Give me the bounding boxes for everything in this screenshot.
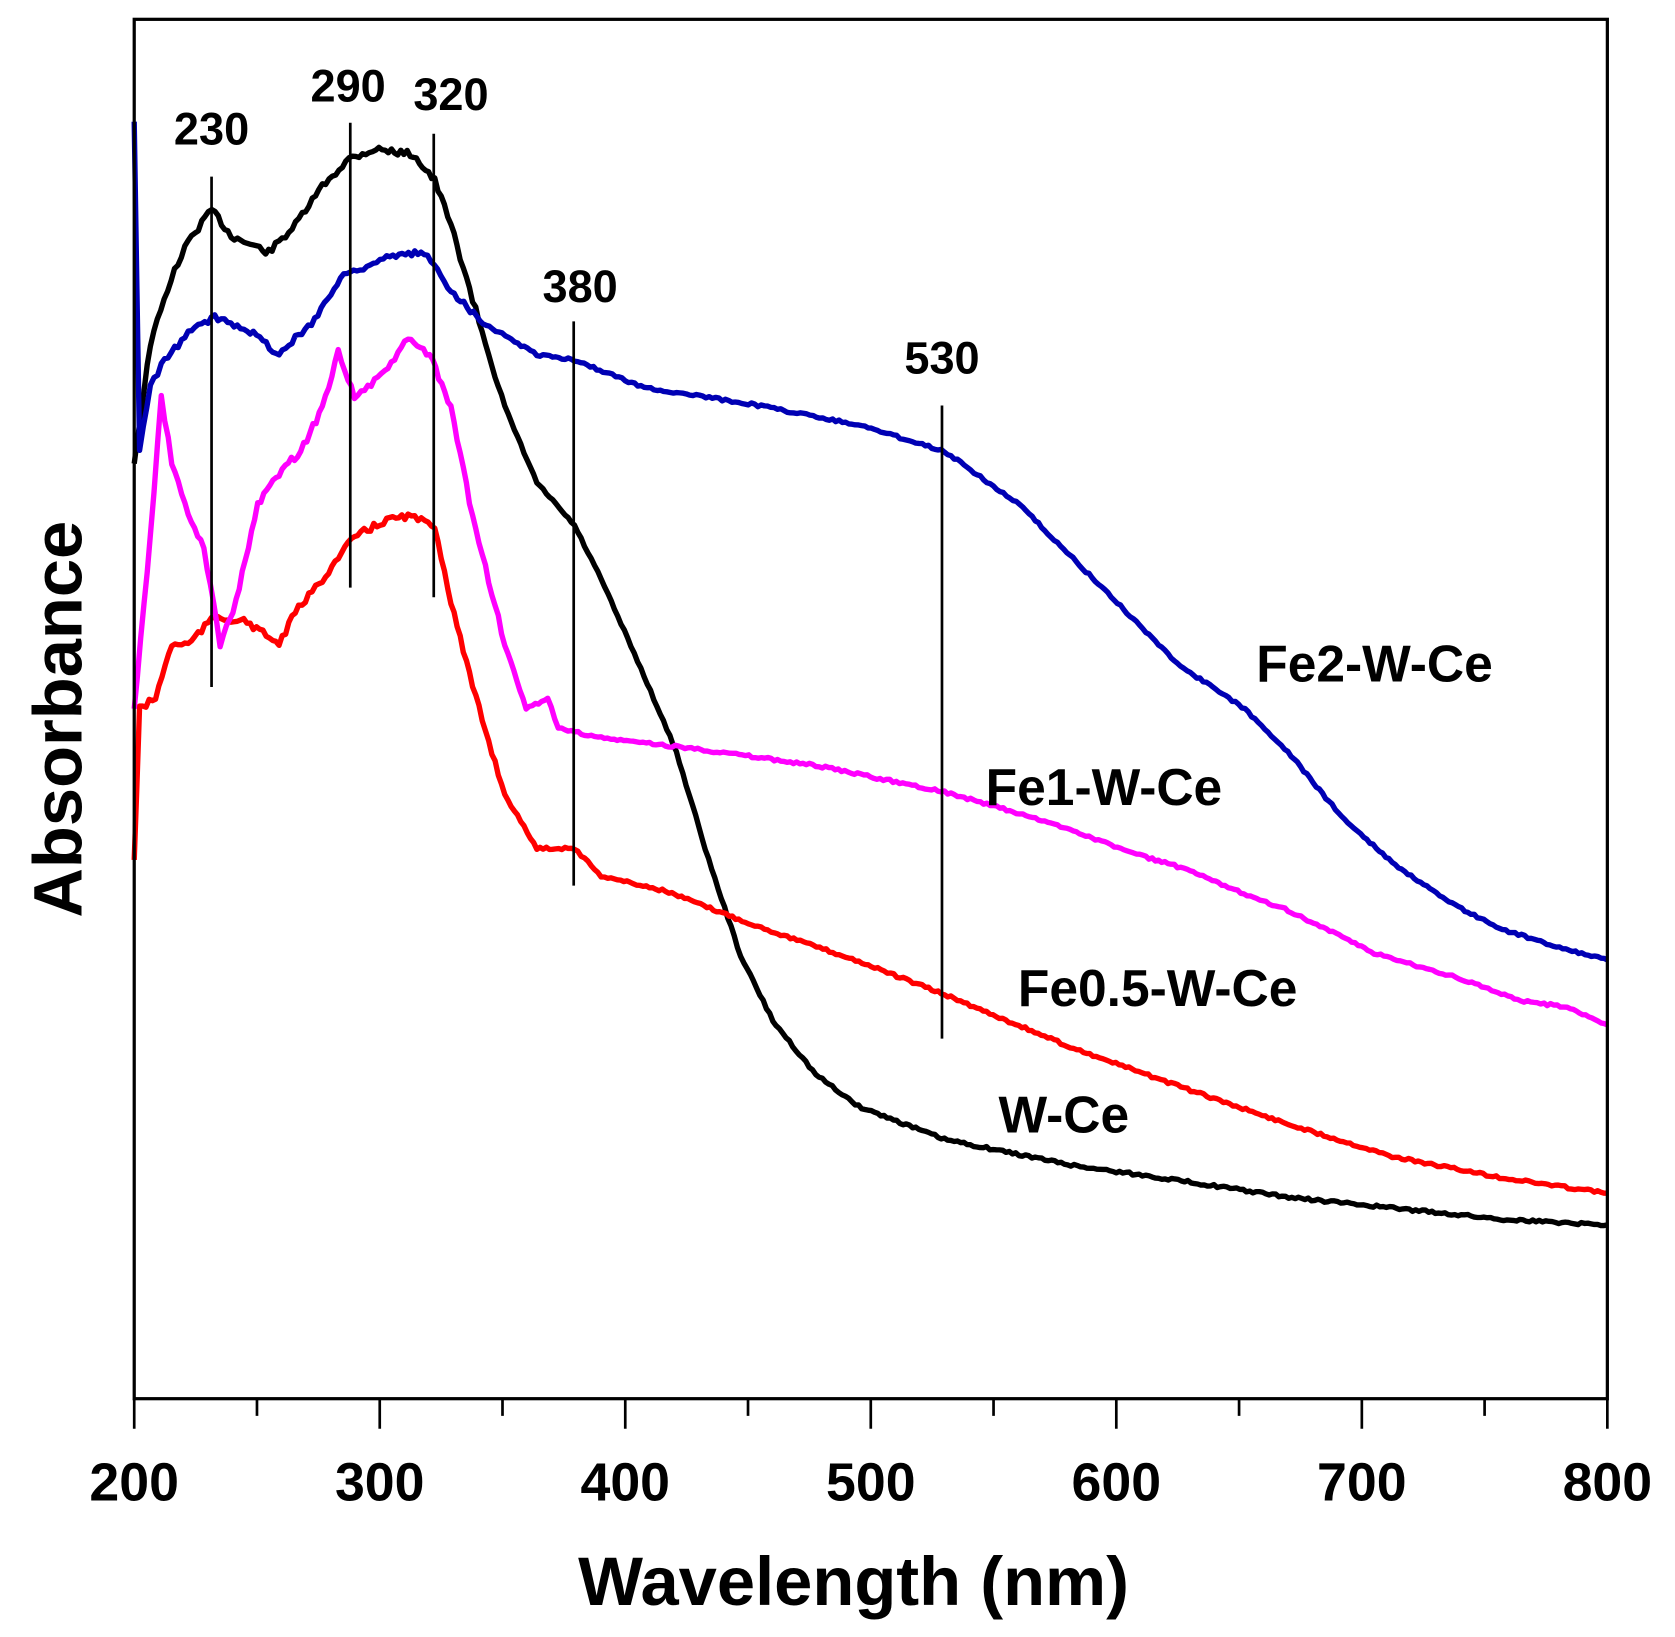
series-line-w-ce xyxy=(131,144,1608,1229)
series-line-fe2-w-ce xyxy=(131,121,1609,963)
x-axis-ticks: 200 300 400 500 600 700 800 xyxy=(89,1398,1653,1513)
series-label-fe05-w-ce: Fe0.5-W-Ce xyxy=(1018,959,1298,1017)
x-tick-label: 400 xyxy=(580,1453,670,1513)
x-tick-label: 500 xyxy=(826,1453,916,1513)
series-label-w-ce: W-Ce xyxy=(999,1085,1130,1143)
peak-label-380: 380 xyxy=(543,261,618,312)
peak-label-290: 290 xyxy=(311,60,386,111)
x-tick-label: 800 xyxy=(1563,1453,1653,1513)
series-labels: W-Ce Fe0.5-W-Ce Fe1-W-Ce Fe2-W-Ce xyxy=(986,635,1493,1144)
x-tick-label: 700 xyxy=(1317,1453,1407,1513)
series-line-fe05-w-ce xyxy=(131,511,1608,1196)
peak-label-530: 530 xyxy=(904,332,979,383)
series-curves xyxy=(131,121,1609,1229)
x-tick-label: 200 xyxy=(89,1453,179,1513)
peak-label-320: 320 xyxy=(413,69,488,120)
plot-frame xyxy=(132,17,1609,1401)
x-tick-label: 300 xyxy=(335,1453,425,1513)
x-axis-title: Wavelength (nm) xyxy=(578,1543,1129,1620)
series-line-fe1-w-ce xyxy=(131,336,1609,1028)
x-tick-label: 600 xyxy=(1072,1453,1162,1513)
peak-markers: 230 290 320 380 530 xyxy=(174,60,980,1039)
series-label-fe1-w-ce: Fe1-W-Ce xyxy=(986,758,1223,816)
peak-label-230: 230 xyxy=(174,103,249,154)
series-label-fe2-w-ce: Fe2-W-Ce xyxy=(1256,635,1493,693)
y-axis-title: Absorbance xyxy=(20,521,97,918)
